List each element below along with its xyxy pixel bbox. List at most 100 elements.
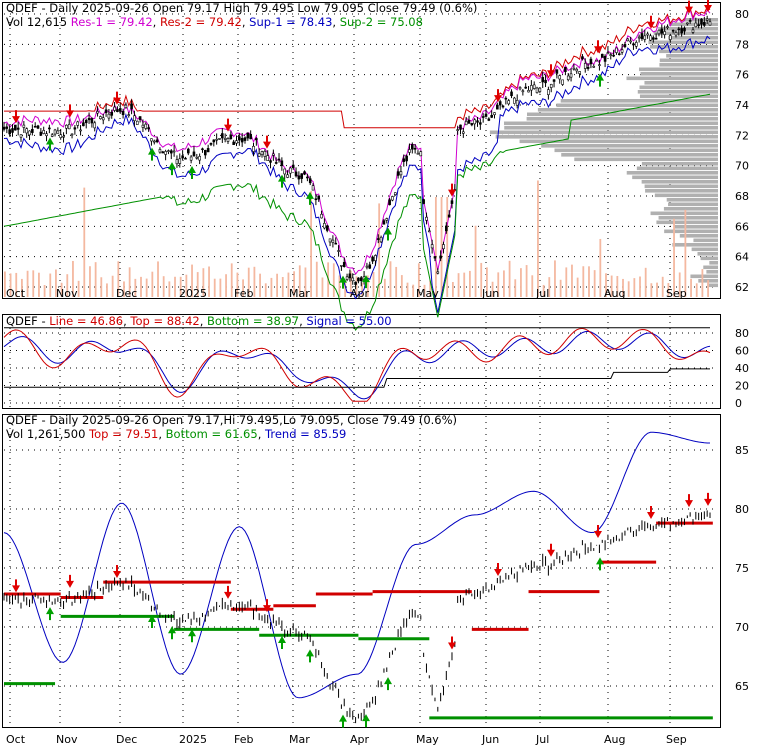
volume-bar xyxy=(554,260,556,297)
volume-bar xyxy=(673,218,675,297)
volume-bar xyxy=(355,276,358,297)
price-bar-body xyxy=(413,147,417,150)
volume-bar xyxy=(196,272,199,297)
volume-bar xyxy=(276,273,278,297)
price-x-tick: May xyxy=(416,287,439,300)
price-bar-body xyxy=(280,160,284,166)
volume-profile-bar xyxy=(527,112,718,117)
volume-profile-bar xyxy=(707,283,718,288)
price-panel-frame xyxy=(2,2,721,299)
price-bar-body xyxy=(649,35,652,41)
price-bar-body xyxy=(487,118,491,121)
price-bar-body xyxy=(67,124,71,130)
price-bar-body xyxy=(456,129,459,131)
price-bar-body xyxy=(450,200,454,204)
volume-bar xyxy=(213,278,216,297)
volume-bar xyxy=(208,266,210,297)
price-bar-body xyxy=(612,54,615,57)
volume-bar xyxy=(117,261,120,297)
price-bar-body xyxy=(433,256,437,259)
price-bar-body xyxy=(101,117,105,121)
price-x-tick: Feb xyxy=(234,287,253,300)
price-bar-body xyxy=(459,124,462,130)
price-bar-body xyxy=(566,75,570,81)
volume-profile-bar xyxy=(700,256,718,261)
volume-bar xyxy=(593,270,596,297)
price-bars xyxy=(2,15,712,724)
volume-profile-bar xyxy=(644,81,718,85)
buy-arrow xyxy=(339,275,347,289)
volume-profile-bar xyxy=(639,85,718,90)
price-bar-body xyxy=(691,29,695,33)
price-bar-body xyxy=(133,115,136,122)
price-bar-body xyxy=(289,167,292,174)
price-bar-body xyxy=(382,220,386,225)
price-bar-body xyxy=(243,137,247,141)
volume-bar xyxy=(406,282,409,297)
volume-profile-bar xyxy=(495,135,718,139)
price-bar-body xyxy=(164,151,167,155)
price-axis-tick: 66 xyxy=(735,220,749,233)
trend-x-tick: Feb xyxy=(234,733,253,745)
price-bar-body xyxy=(104,109,108,113)
buy-arrow xyxy=(148,147,156,161)
oscillator-axis-tick: 0 xyxy=(735,397,742,410)
price-bar-body xyxy=(368,264,372,269)
price-bar-body xyxy=(152,140,156,143)
sup1-label: Sup-1 = 78.43 xyxy=(249,15,332,29)
price-bar-body xyxy=(555,69,559,74)
price-bar-body xyxy=(700,18,703,25)
sell-arrow xyxy=(224,118,232,132)
volume-bar xyxy=(395,266,398,297)
volume-profile-bar xyxy=(639,67,718,72)
price-bar-body xyxy=(79,129,82,132)
sell-arrow xyxy=(647,505,655,519)
trend-panel-frame xyxy=(2,414,721,728)
volume-bar xyxy=(106,283,108,297)
price-bar-body xyxy=(549,83,553,88)
volume-bar xyxy=(661,276,664,297)
price-bar-body xyxy=(334,242,338,245)
price-bar-body xyxy=(14,124,17,131)
volume-bar xyxy=(503,270,505,297)
volume-bar xyxy=(264,283,267,297)
sell-arrow xyxy=(685,0,693,14)
volume-bar xyxy=(514,279,517,297)
price-bar-body xyxy=(467,119,471,124)
volume-profile-bar xyxy=(653,31,718,36)
trend-axis-tick: 80 xyxy=(735,503,749,516)
price-bar-body xyxy=(73,127,77,130)
price-bar-body xyxy=(365,265,369,268)
volume-bar xyxy=(83,187,86,297)
price-bar-body xyxy=(59,134,63,138)
price-bar-body xyxy=(564,66,567,72)
sell-arrow xyxy=(66,574,74,588)
price-bar-body xyxy=(167,150,170,152)
price-panel-legend: Vol 12,615 Res-1 = 79.42, Res-2 = 79.42,… xyxy=(6,15,423,29)
oscillator-ticker: QDEF xyxy=(6,314,38,328)
line-label: Line = 46.86 xyxy=(49,314,123,328)
price-bar-body xyxy=(388,199,391,206)
price-bar-body xyxy=(663,31,666,35)
price-bar-body xyxy=(303,171,306,175)
price-bar-body xyxy=(405,155,408,162)
volume-bar xyxy=(633,278,636,297)
volume-bar xyxy=(588,266,590,297)
price-bar-body xyxy=(50,134,54,137)
price-bar-body xyxy=(359,277,363,282)
price-bar-body xyxy=(680,28,683,34)
price-bar-body xyxy=(705,18,709,21)
volume-bar xyxy=(650,283,653,297)
price-x-tick: Mar xyxy=(289,287,310,300)
volume-profile-bar xyxy=(693,238,718,243)
price-bar-body xyxy=(110,111,114,116)
price-bar-body xyxy=(640,33,644,39)
volume-bar xyxy=(157,261,159,297)
sell-arrow xyxy=(263,599,271,613)
price-x-tick: Apr xyxy=(350,287,370,300)
price-bar-body xyxy=(422,199,425,204)
price-bar-body xyxy=(595,59,598,62)
price-bar-body xyxy=(348,273,352,279)
price-bar-body xyxy=(272,153,275,156)
price-bar-body xyxy=(65,124,68,129)
